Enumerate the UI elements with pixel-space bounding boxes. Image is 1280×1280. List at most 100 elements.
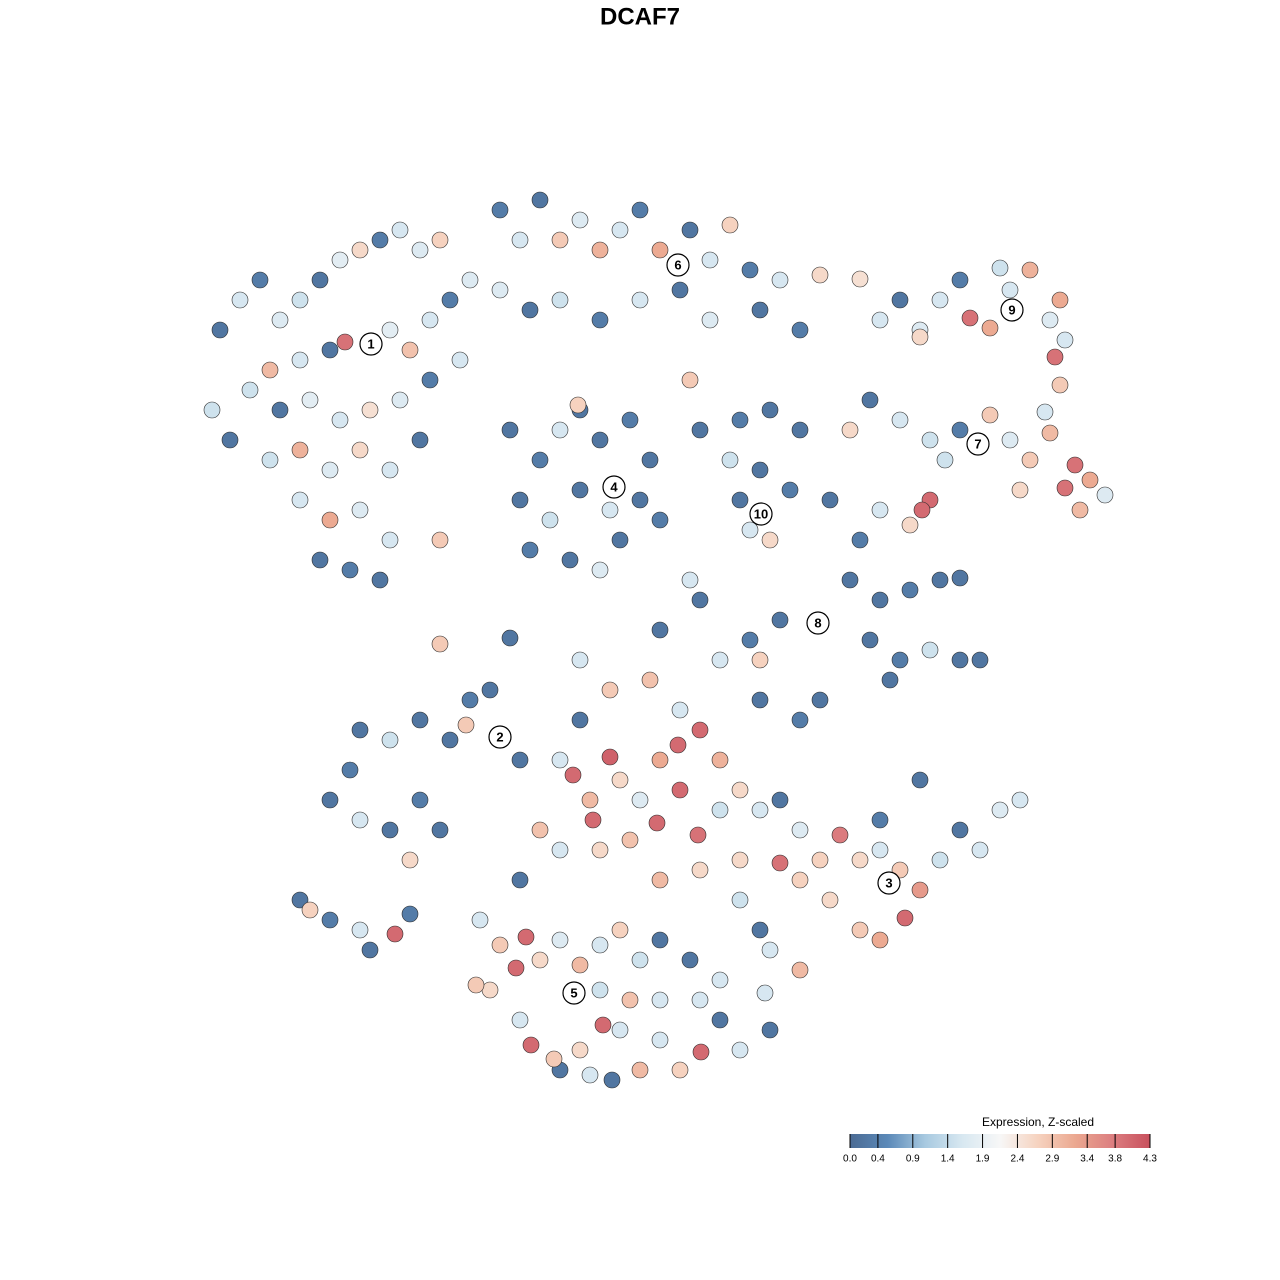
cell-point [851,851,869,869]
cell-point [811,851,829,869]
colorbar-tick-label: 3.8 [1108,1154,1122,1165]
cell-point [601,748,619,766]
cell-point [913,501,931,519]
cell-point [771,611,789,629]
cell-point [681,221,699,239]
cell-point [1021,451,1039,469]
cell-point [271,311,289,329]
cell-point [761,401,779,419]
cell-point [381,321,399,339]
cell-point [1081,471,1099,489]
cell-point [501,421,519,439]
cluster-marker [806,611,830,635]
cell-point [522,1036,540,1054]
cell-point [751,691,769,709]
cell-point [571,711,589,729]
cell-point [511,491,529,509]
cell-point [631,951,649,969]
cell-point [1046,348,1064,366]
cell-point [1011,481,1029,499]
cell-point [631,1061,649,1079]
cell-point [564,766,582,784]
cell-point [603,1071,621,1089]
cell-point [851,531,869,549]
cell-point [1001,431,1019,449]
cell-point [896,909,914,927]
cell-point [551,421,569,439]
cell-point [241,381,259,399]
cell-point [751,801,769,819]
cell-point [911,328,929,346]
cell-point [457,716,475,734]
cell-point [648,814,666,832]
colorbar-tick-label: 0.9 [906,1154,920,1165]
cell-point [756,984,774,1002]
cell-point [321,791,339,809]
cell-point [581,1066,599,1084]
cell-point [721,216,739,234]
cell-point [931,571,949,589]
cluster-label: 8 [814,615,821,630]
cell-point [871,311,889,329]
cell-point [511,231,529,249]
cell-point [1051,376,1069,394]
cluster-marker [749,502,773,526]
cell-point [291,891,309,909]
cell-point [601,501,619,519]
cell-point [321,341,339,359]
cell-point [311,551,329,569]
cell-point [791,821,809,839]
cell-point [891,651,909,669]
cell-point [571,481,589,499]
cell-point [689,826,707,844]
cell-point [411,791,429,809]
cell-point [611,1021,629,1039]
colorbar-tick-label: 0.4 [871,1154,885,1165]
cell-point [871,501,889,519]
cell-point [891,291,909,309]
cell-point [321,511,339,529]
cell-point [1036,403,1054,421]
cell-point [971,841,989,859]
cell-point [751,301,769,319]
cell-point [611,221,629,239]
cell-point [431,821,449,839]
cell-point [641,671,659,689]
cell-point [731,891,749,909]
cell-point [651,751,669,769]
cell-point [751,461,769,479]
cell-point [1021,261,1039,279]
cell-point [431,531,449,549]
cell-point [531,951,549,969]
cell-point [517,928,535,946]
cell-point [861,391,879,409]
cell-point [351,721,369,739]
cell-point [591,841,609,859]
cell-point [1051,291,1069,309]
colorbar-tick-label: 4.3 [1143,1154,1157,1165]
cell-point [761,531,779,549]
cell-point [481,981,499,999]
cell-point [851,921,869,939]
cell-point [467,976,485,994]
cell-point [891,411,909,429]
cell-point [594,1016,612,1034]
cell-point [491,201,509,219]
cell-point [1041,424,1059,442]
cluster-label: 4 [610,479,618,494]
cell-point [741,631,759,649]
cell-point [611,531,629,549]
cell-point [401,341,419,359]
cell-point [301,391,319,409]
cell-point [711,1011,729,1029]
cell-point [871,931,889,949]
cluster-marker [877,871,901,895]
cell-point [551,751,569,769]
cell-point [692,1043,710,1061]
chart-title: DCAF7 [600,3,680,30]
cell-point [601,681,619,699]
cell-point [381,731,399,749]
cell-point [731,851,749,869]
cell-point [521,541,539,559]
cell-point [331,411,349,429]
